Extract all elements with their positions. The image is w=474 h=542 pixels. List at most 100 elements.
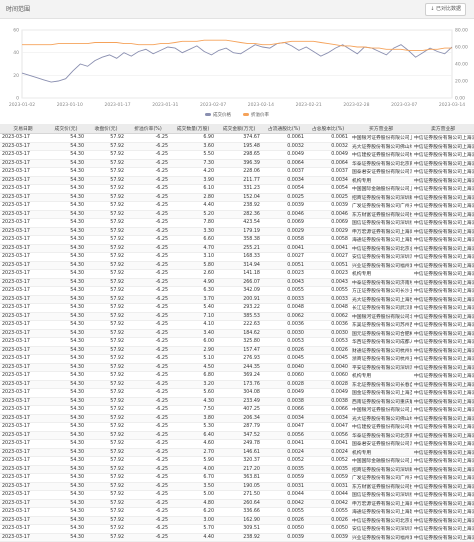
table-cell: 2023-03-17 xyxy=(0,201,46,211)
column-header[interactable]: 成交金额(万元) xyxy=(216,124,262,134)
table-row[interactable]: 2023-03-17 54.30 57.92 -6.25 2.80 152.04 0.002… xyxy=(0,193,474,202)
table-cell: 2023-03-17 xyxy=(0,329,46,338)
table-cell: 2023-03-17 xyxy=(0,405,46,415)
table-row[interactable]: 2023-03-17 54.30 57.92 -6.25 3.20 173.76 0.002… xyxy=(0,380,474,389)
legend-item[interactable]: 折溢价率 xyxy=(243,112,269,118)
table-cell: 0.0051 xyxy=(262,261,306,270)
table-cell: 217.20 xyxy=(216,465,262,474)
table-cell: 238.92 xyxy=(216,533,262,542)
legend-item[interactable]: 成交价格 xyxy=(205,112,231,118)
table-cell: 0.0029 xyxy=(262,227,306,236)
column-header[interactable]: 折溢价率(%) xyxy=(126,124,170,134)
table-row[interactable]: 2023-03-17 54.30 57.92 -6.25 4.00 217.20 0.003… xyxy=(0,465,474,474)
table-cell: 57.92 xyxy=(86,303,126,313)
table-row[interactable]: 2023-03-17 54.30 57.92 -6.25 5.10 276.93 0.004… xyxy=(0,354,474,364)
table-cell: -6.25 xyxy=(126,320,170,330)
table-cell: 57.92 xyxy=(86,244,126,253)
table-row[interactable]: 2023-03-17 54.30 57.92 -6.25 6.80 369.24 0.006… xyxy=(0,371,474,381)
table-row[interactable]: 2023-03-17 54.30 57.92 -6.25 4.50 244.35 0.004… xyxy=(0,363,474,372)
table-row[interactable]: 2023-03-17 54.30 57.92 -6.25 6.40 347.52 0.005… xyxy=(0,431,474,440)
table-cell: 申万宏源证券有限公司上海闵行区东... xyxy=(350,227,412,236)
x-tick-label: 2023-02-21 xyxy=(296,102,322,108)
table-row[interactable]: 2023-03-17 54.30 57.92 -6.25 2.60 141.18 0.002… xyxy=(0,269,474,279)
table-row[interactable]: 2023-03-17 54.30 57.92 -6.25 4.90 266.07 0.004… xyxy=(0,278,474,287)
table-row[interactable]: 2023-03-17 54.30 57.92 -6.25 4.20 228.06 0.003… xyxy=(0,167,474,177)
table-row[interactable]: 2023-03-17 54.30 57.92 -6.25 4.80 260.64 0.004… xyxy=(0,499,474,508)
table-row[interactable]: 2023-03-17 54.30 57.92 -6.25 3.70 200.91 0.003… xyxy=(0,295,474,304)
table-cell: 57.92 xyxy=(86,533,126,542)
table-row[interactable]: 2023-03-17 54.30 57.92 -6.25 3.80 206.34 0.003… xyxy=(0,414,474,423)
table-row[interactable]: 2023-03-17 54.30 57.92 -6.25 7.30 396.39 0.006… xyxy=(0,159,474,168)
table-row[interactable]: 2023-03-17 54.30 57.92 -6.25 5.80 314.94 0.005… xyxy=(0,261,474,270)
table-cell: 兴业证券股份有限公司福州湖东路证... xyxy=(350,533,412,542)
table-cell: 国信证券股份有限公司深圳红岭中路... xyxy=(350,218,412,228)
column-header[interactable]: 成交数量(万股) xyxy=(170,124,216,134)
table-cell: 0.0066 xyxy=(306,405,350,415)
table-row[interactable]: 2023-03-17 54.30 57.92 -6.25 6.90 374.67 0.006… xyxy=(0,133,474,143)
table-row[interactable]: 2023-03-17 54.30 57.92 -6.25 5.00 271.50 0.004… xyxy=(0,490,474,500)
table-cell: 7.50 xyxy=(170,405,216,415)
table-row[interactable]: 2023-03-17 54.30 57.92 -6.25 5.30 287.79 0.004… xyxy=(0,422,474,432)
table-row[interactable]: 2023-03-17 54.30 57.92 -6.25 3.90 211.77 0.003… xyxy=(0,176,474,185)
table-row[interactable]: 2023-03-17 54.30 57.92 -6.25 5.20 282.36 0.004… xyxy=(0,210,474,219)
column-header[interactable]: 成交价(元) xyxy=(46,124,86,134)
table-cell: 2023-03-17 xyxy=(0,533,46,542)
table-cell: 342.09 xyxy=(216,286,262,296)
table-row[interactable]: 2023-03-17 54.30 57.92 -6.25 6.60 358.38 0.005… xyxy=(0,235,474,245)
export-button[interactable]: ↓ 已对比数据 xyxy=(425,3,466,16)
table-row[interactable]: 2023-03-17 54.30 57.92 -6.25 3.60 195.48 0.003… xyxy=(0,142,474,151)
table-row[interactable]: 2023-03-17 54.30 57.92 -6.25 6.00 325.80 0.005… xyxy=(0,337,474,347)
table-cell: 中国银河证券股份有限公司北京中关... xyxy=(350,312,412,321)
table-row[interactable]: 2023-03-17 54.30 57.92 -6.25 5.90 320.37 0.005… xyxy=(0,456,474,466)
table-cell: 0.0047 xyxy=(262,422,306,432)
table-row[interactable]: 2023-03-17 54.30 57.92 -6.25 5.50 298.65 0.004… xyxy=(0,150,474,160)
table-row[interactable]: 2023-03-17 54.30 57.92 -6.25 4.70 255.21 0.004… xyxy=(0,244,474,253)
table-row[interactable]: 2023-03-17 54.30 57.92 -6.25 7.80 423.54 0.006… xyxy=(0,218,474,228)
table-row[interactable]: 2023-03-17 54.30 57.92 -6.25 4.30 233.49 0.003… xyxy=(0,397,474,406)
table-row[interactable]: 2023-03-17 54.30 57.92 -6.25 2.90 157.47 0.002… xyxy=(0,346,474,355)
table-cell: 2023-03-17 xyxy=(0,210,46,219)
column-header[interactable]: 占总股本比(%) xyxy=(306,124,350,134)
table-row[interactable]: 2023-03-17 54.30 57.92 -6.25 4.40 238.92 0.003… xyxy=(0,201,474,211)
column-header[interactable]: 买方营业部 xyxy=(350,124,412,134)
table-cell: 东北证券股份有限公司长春自由大路... xyxy=(350,380,412,389)
table-cell: -6.25 xyxy=(126,431,170,440)
table-cell: 2023-03-17 xyxy=(0,295,46,304)
table-row[interactable]: 2023-03-17 54.30 57.92 -6.25 5.60 304.08 0.004… xyxy=(0,388,474,398)
table-cell: 2023-03-17 xyxy=(0,227,46,236)
table-row[interactable]: 2023-03-17 54.30 57.92 -6.25 6.10 331.23 0.005… xyxy=(0,184,474,194)
table-row[interactable]: 2023-03-17 54.30 57.92 -6.25 3.00 162.90 0.002… xyxy=(0,516,474,525)
table-cell: 0.0023 xyxy=(262,269,306,279)
table-row[interactable]: 2023-03-17 54.30 57.92 -6.25 3.40 184.62 0.003… xyxy=(0,329,474,338)
table-cell: 57.92 xyxy=(86,150,126,160)
table-row[interactable]: 2023-03-17 54.30 57.92 -6.25 2.70 146.61 0.002… xyxy=(0,448,474,457)
table-cell: 2023-03-17 xyxy=(0,456,46,466)
table-row[interactable]: 2023-03-17 54.30 57.92 -6.25 7.50 407.25 0.006… xyxy=(0,405,474,415)
table-row[interactable]: 2023-03-17 54.30 57.92 -6.25 6.70 363.81 0.005… xyxy=(0,473,474,483)
table-row[interactable]: 2023-03-17 54.30 57.92 -6.25 5.70 309.51 0.005… xyxy=(0,524,474,534)
table-cell: 57.92 xyxy=(86,439,126,449)
table-row[interactable]: 2023-03-17 54.30 57.92 -6.25 4.10 222.63 0.003… xyxy=(0,320,474,330)
table-cell: 228.06 xyxy=(216,167,262,177)
table-cell: 6.30 xyxy=(170,286,216,296)
table-row[interactable]: 2023-03-17 54.30 57.92 -6.25 4.40 238.92 0.003… xyxy=(0,533,474,542)
table-row[interactable]: 2023-03-17 54.30 57.92 -6.25 6.30 342.09 0.005… xyxy=(0,286,474,296)
table-row[interactable]: 2023-03-17 54.30 57.92 -6.25 5.40 293.22 0.004… xyxy=(0,303,474,313)
table-cell: 244.35 xyxy=(216,363,262,372)
table-row[interactable]: 2023-03-17 54.30 57.92 -6.25 7.10 385.53 0.006… xyxy=(0,312,474,321)
table-row[interactable]: 2023-03-17 54.30 57.92 -6.25 3.30 179.19 0.002… xyxy=(0,227,474,236)
table-cell: 0.0048 xyxy=(306,303,350,313)
table-cell: 184.62 xyxy=(216,329,262,338)
table-row[interactable]: 2023-03-17 54.30 57.92 -6.25 4.60 249.78 0.004… xyxy=(0,439,474,449)
column-header[interactable]: 收盘价(元) xyxy=(86,124,126,134)
table-cell: 2.70 xyxy=(170,448,216,457)
column-header[interactable]: 交易日期 xyxy=(0,124,46,134)
table-cell: 2023-03-17 xyxy=(0,465,46,474)
table-row[interactable]: 2023-03-17 54.30 57.92 -6.25 3.10 168.33 0.002… xyxy=(0,252,474,262)
table-cell: 2023-03-17 xyxy=(0,363,46,372)
column-header[interactable]: 卖方营业部 xyxy=(412,124,474,134)
column-header[interactable]: 占流通股比(%) xyxy=(262,124,306,134)
table-cell: 3.20 xyxy=(170,380,216,389)
table-cell: 57.92 xyxy=(86,159,126,168)
table-row[interactable]: 2023-03-17 54.30 57.92 -6.25 3.50 190.05 0.003… xyxy=(0,482,474,491)
